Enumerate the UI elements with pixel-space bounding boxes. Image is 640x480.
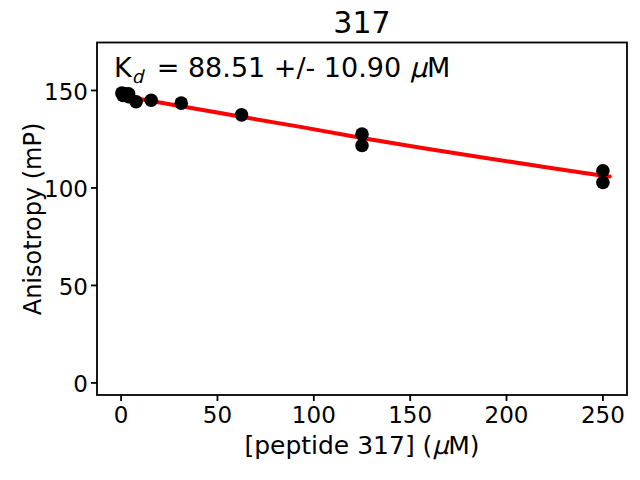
x-tick-label: 100 — [292, 402, 336, 428]
data-point — [144, 93, 158, 107]
x-tick-label: 0 — [114, 402, 129, 428]
x-tick-label: 50 — [203, 402, 232, 428]
x-tick-label: 150 — [388, 402, 432, 428]
kd-annotation: Kd = 88.51 +/- 10.90 μM — [114, 52, 450, 87]
data-point — [596, 164, 610, 178]
axes-spines — [97, 43, 627, 396]
y-tick-label: 50 — [28, 274, 88, 300]
y-tick-label: 100 — [28, 176, 88, 202]
data-point — [596, 176, 610, 190]
data-point — [355, 139, 369, 153]
x-axis-label: [peptide 317] (μM) — [97, 431, 627, 460]
y-tick-label: 0 — [28, 371, 88, 397]
chart-title: 317 — [97, 5, 627, 40]
data-point — [174, 96, 188, 110]
data-point — [129, 95, 143, 109]
x-tick-label: 250 — [581, 402, 625, 428]
data-point — [235, 108, 249, 122]
figure: 317 Kd = 88.51 +/- 10.90 μM [peptide 317… — [0, 0, 640, 480]
x-tick-label: 200 — [485, 402, 529, 428]
y-tick-label: 150 — [28, 79, 88, 105]
